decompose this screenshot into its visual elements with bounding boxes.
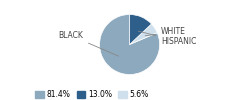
Legend: 81.4%, 13.0%, 5.6%: 81.4%, 13.0%, 5.6%	[32, 87, 152, 100]
Text: HISPANIC: HISPANIC	[138, 31, 197, 46]
Text: BLACK: BLACK	[58, 31, 119, 56]
Wedge shape	[100, 14, 160, 74]
Wedge shape	[130, 24, 157, 44]
Wedge shape	[130, 14, 151, 44]
Text: WHITE: WHITE	[145, 27, 186, 36]
